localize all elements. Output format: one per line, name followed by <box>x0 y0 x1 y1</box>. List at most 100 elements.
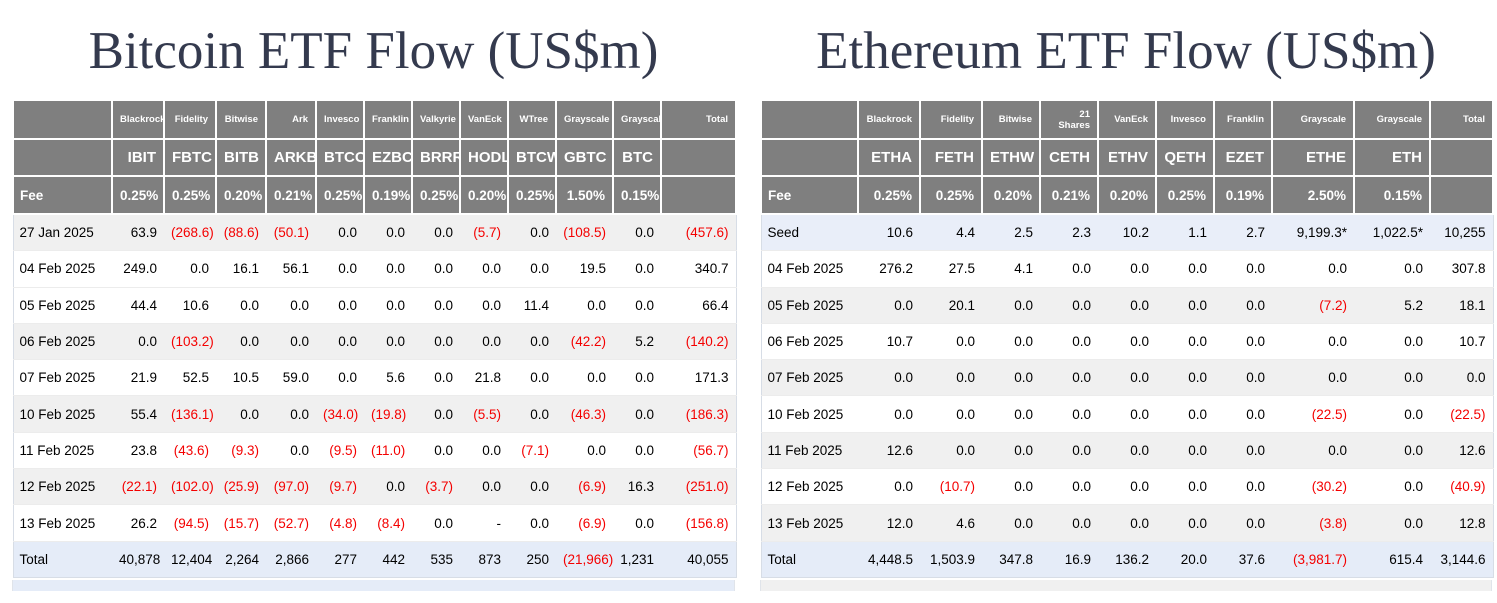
value-cell: 0.0 <box>894 479 913 495</box>
data-row: 07 Feb 2025 0.0 0.0 0.0 0.0 0.0 0.0 0.0 0.0 0.0 0.… <box>761 359 1493 396</box>
value-cell: 3,144.6 <box>1440 551 1486 567</box>
value-cell: 0.0 <box>1328 334 1347 350</box>
value-cell: (136.1) <box>171 406 214 422</box>
value-cell: 0.0 <box>1328 261 1347 277</box>
data-row: 05 Feb 2025 0.0 20.1 0.0 0.0 0.0 0.0 0.0 (7.2) 5.… <box>761 287 1493 324</box>
ticker-header-cell: BTC <box>612 138 662 177</box>
corner-cell <box>12 99 113 140</box>
ethereum-etf-panel: Ethereum ETF Flow (US$m) Blackrock Fideli… <box>760 0 1494 591</box>
value-cell: 0.0 <box>1130 479 1149 495</box>
ethereum-title: Ethereum ETF Flow (US$m) <box>816 22 1436 80</box>
fee-row: Fee 0.25% 0.25% 0.20% 0.21% 0.20% 0.25% 0.19% 2.… <box>760 175 1494 215</box>
value-cell: 0.0 <box>635 297 654 313</box>
value-cell: 1,231 <box>620 551 654 567</box>
value-cell: 1.1 <box>1188 225 1207 241</box>
value-cell: 4.4 <box>956 225 975 241</box>
value-cell: 0.0 <box>530 225 549 241</box>
value-cell: 277 <box>334 551 357 567</box>
value-cell: 40,878 <box>119 551 161 567</box>
issuer-header-row: Blackrock Fidelity Bitwise 21 Shares VanEck I… <box>760 99 1494 140</box>
issuer-header-cell: 21 Shares <box>1039 99 1099 140</box>
ticker-header-cell: BTCW <box>507 138 557 177</box>
ticker-header-row: IBITFBTCBITBARKBBTCOEZBCBRRRHODLBTCWGBTC… <box>12 138 737 177</box>
value-cell: (3.7) <box>425 479 453 495</box>
value-cell: 10.2 <box>1122 225 1149 241</box>
data-row: 11 Feb 2025 23.8 (43.6) (9.3) 0.0 (9.5) (11.0)… <box>13 432 736 469</box>
value-cell: 2.7 <box>1246 225 1265 241</box>
fee-cell: 0.25% <box>1155 175 1215 215</box>
ticker-header-cell: ETH <box>1353 138 1431 177</box>
value-cell: 21.9 <box>130 370 157 386</box>
data-row: 13 Feb 2025 26.2 (94.5) (15.7) (52.7) (4.8) (8… <box>13 504 736 542</box>
value-cell: 0.0 <box>434 261 453 277</box>
value-cell: 52.5 <box>182 370 209 386</box>
value-cell: (11.0) <box>371 442 406 458</box>
value-cell: 10,255 <box>1444 225 1486 241</box>
value-cell: 56.1 <box>282 261 309 277</box>
row-label: 06 Feb 2025 <box>767 334 844 350</box>
ticker-header-cell: BRRR <box>411 138 461 177</box>
issuer-header-cell: Fidelity <box>919 99 983 140</box>
value-cell: (22.5) <box>1450 406 1486 422</box>
issuer-header-cell: Bitwise <box>981 99 1041 140</box>
row-label: 13 Feb 2025 <box>767 515 844 531</box>
value-cell: 0.0 <box>956 442 975 458</box>
fee-cell: 1.50% <box>555 175 614 215</box>
value-cell: 0.0 <box>290 442 309 458</box>
value-cell: 10.6 <box>182 297 209 313</box>
value-cell: 12,404 <box>171 551 213 567</box>
value-cell: 0.0 <box>1328 370 1347 386</box>
issuer-header-cell: Ark <box>265 99 317 140</box>
data-row: 11 Feb 2025 12.6 0.0 0.0 0.0 0.0 0.0 0.0 0.0 0.0 1… <box>761 432 1493 469</box>
value-cell: (50.1) <box>273 225 309 241</box>
value-cell: (7.2) <box>1319 297 1347 313</box>
row-label: 05 Feb 2025 <box>19 297 96 313</box>
value-cell: 0.0 <box>1246 515 1265 531</box>
data-row: 10 Feb 2025 55.4 (136.1) 0.0 0.0 (34.0) (19.8)… <box>13 395 736 433</box>
value-cell: 0.0 <box>1246 406 1265 422</box>
fee-cell: 0.20% <box>215 175 267 215</box>
value-cell: 0.0 <box>530 261 549 277</box>
value-cell: 0.0 <box>386 261 405 277</box>
value-cell: (3.8) <box>1319 515 1347 531</box>
bitcoin-etf-panel: Bitcoin ETF Flow (US$m) Blackrock Fidelit… <box>12 0 737 591</box>
issuer-header-cell: Invesco <box>315 99 365 140</box>
row-label: Seed <box>767 225 800 241</box>
value-cell: 0.0 <box>1130 442 1149 458</box>
fee-cell: 0.25% <box>507 175 557 215</box>
issuer-header-cell: Fidelity <box>163 99 217 140</box>
value-cell: 0.0 <box>482 297 501 313</box>
data-row: 12 Feb 2025 0.0 (10.7) 0.0 0.0 0.0 0.0 0.0 (30.2… <box>761 468 1493 505</box>
value-cell: 249.0 <box>123 261 157 277</box>
value-cell: 2.5 <box>1014 225 1033 241</box>
fee-cell: 0.19% <box>363 175 413 215</box>
ticker-header-cell: BTCO <box>315 138 365 177</box>
value-cell: 0.0 <box>338 297 357 313</box>
value-cell: (4.8) <box>329 515 357 531</box>
data-row: 10 Feb 2025 0.0 0.0 0.0 0.0 0.0 0.0 0.0 (22.5) 0.… <box>761 395 1493 433</box>
value-cell: (25.9) <box>223 479 259 495</box>
value-cell: 0.0 <box>1404 261 1423 277</box>
value-cell: (15.7) <box>223 515 259 531</box>
value-cell: (251.0) <box>685 479 729 495</box>
value-cell: 0.0 <box>1188 479 1207 495</box>
data-row: 13 Feb 2025 12.0 4.6 0.0 0.0 0.0 0.0 0.0 (3.8) 0.… <box>761 504 1493 542</box>
value-cell: 0.0 <box>1404 370 1423 386</box>
value-cell: 16.1 <box>232 261 259 277</box>
value-cell: 55.4 <box>130 406 157 422</box>
fee-cell: 2.50% <box>1271 175 1355 215</box>
data-row: 12 Feb 2025 (22.1) (102.0) (25.9) (97.0) (9.7… <box>13 468 736 505</box>
value-cell: 0.0 <box>338 370 357 386</box>
row-label: Total <box>19 551 49 567</box>
value-cell: 0.0 <box>956 334 975 350</box>
value-cell: 12.6 <box>1459 442 1486 458</box>
value-cell: 0.0 <box>894 406 913 422</box>
value-cell: 0.0 <box>1246 261 1265 277</box>
ticker-header-cell: EZET <box>1213 138 1273 177</box>
ethereum-etf-table: Blackrock Fidelity Bitwise 21 Shares VanEck I… <box>760 99 1494 578</box>
value-cell: (3,981.7) <box>1292 551 1347 567</box>
fee-cell: 0.20% <box>1097 175 1157 215</box>
value-cell: 0.0 <box>386 334 405 350</box>
value-cell: 2,264 <box>225 551 259 567</box>
value-cell: 21.8 <box>474 370 501 386</box>
